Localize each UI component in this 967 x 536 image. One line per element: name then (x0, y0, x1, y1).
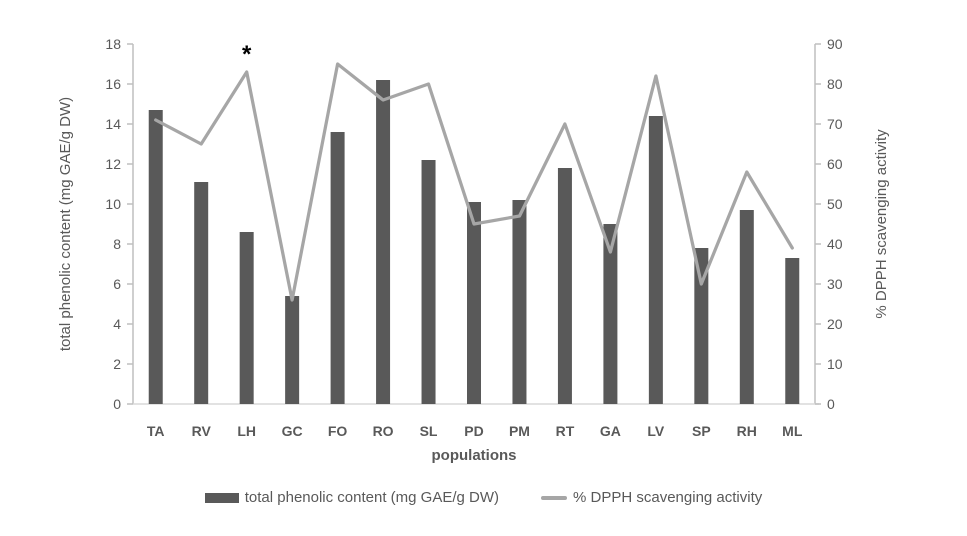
bar-SL (421, 160, 436, 404)
left-axis-title: total phenolic content (mg GAE/g DW) (57, 97, 74, 351)
bar-LH (239, 232, 254, 404)
left-tick-label: 18 (105, 36, 121, 52)
category-label-RV: RV (192, 423, 212, 439)
chart-legend: total phenolic content (mg GAE/g DW) % D… (0, 489, 967, 506)
asterisk-annotation: * (242, 41, 252, 68)
category-label-SP: SP (692, 423, 711, 439)
category-label-LV: LV (647, 423, 665, 439)
category-label-RO: RO (373, 423, 394, 439)
right-tick-label: 80 (827, 76, 843, 92)
left-tick-label: 4 (113, 316, 121, 332)
category-labels: TA RV LH GC FO RO SL PD PM RT GA LV SP RH ML (147, 423, 803, 439)
legend-label-dpph: % DPPH scavenging activity (573, 489, 763, 506)
right-axis-ticks: 0 10 20 30 40 50 60 70 80 90 (815, 36, 843, 412)
category-label-ML: ML (782, 423, 803, 439)
right-tick-label: 70 (827, 116, 843, 132)
category-label-PM: PM (509, 423, 530, 439)
bar-RV (194, 182, 209, 404)
right-tick-label: 0 (827, 396, 835, 412)
dpph-line (154, 62, 794, 302)
right-tick-label: 20 (827, 316, 843, 332)
category-label-SL: SL (420, 423, 438, 439)
category-label-GC: GC (282, 423, 303, 439)
right-axis-title: % DPPH scavenging activity (873, 129, 890, 319)
bar-PD (467, 202, 481, 404)
left-axis-ticks: 0 2 4 6 8 10 12 14 16 18 (105, 36, 133, 412)
right-tick-label: 40 (827, 236, 843, 252)
right-tick-label: 30 (827, 276, 843, 292)
right-tick-label: 60 (827, 156, 843, 172)
category-label-GA: GA (600, 423, 621, 439)
category-label-RH: RH (737, 423, 757, 439)
right-tick-label: 50 (827, 196, 843, 212)
left-tick-label: 6 (113, 276, 121, 292)
bar-GC (285, 296, 300, 404)
legend-label-phenolic: total phenolic content (mg GAE/g DW) (244, 489, 500, 506)
bar-RH (739, 210, 754, 404)
chart-canvas: 0 2 4 6 8 10 12 14 16 18 0 10 20 30 40 50 60 70 80 90 * TA RV L… (57, 36, 890, 439)
left-tick-label: 10 (105, 196, 121, 212)
left-tick-label: 8 (113, 236, 121, 252)
left-tick-label: 14 (105, 116, 121, 132)
line-swatch-icon (541, 495, 568, 500)
bar-TA (148, 110, 163, 404)
legend-item-dpph: % DPPH scavenging activity (541, 489, 762, 506)
category-label-TA: TA (147, 423, 165, 439)
x-axis-title: populations (431, 447, 517, 464)
bar-LV (648, 116, 663, 404)
left-tick-label: 12 (105, 156, 121, 172)
bar-FO (330, 132, 345, 404)
bar-PM (512, 200, 527, 404)
left-tick-label: 16 (105, 76, 121, 92)
bars-group (148, 80, 800, 404)
category-label-RT: RT (556, 423, 575, 439)
bar-GA (603, 224, 618, 404)
bar-SP (694, 248, 709, 404)
left-tick-label: 0 (113, 396, 121, 412)
right-tick-label: 90 (827, 36, 843, 52)
category-label-FO: FO (328, 423, 348, 439)
bar-ML (785, 258, 800, 404)
right-tick-label: 10 (827, 356, 843, 372)
bar-swatch-icon (204, 492, 239, 503)
category-label-LH: LH (237, 423, 256, 439)
legend-item-phenolic: total phenolic content (mg GAE/g DW) (204, 489, 500, 506)
category-label-PD: PD (464, 423, 483, 439)
bar-RO (376, 80, 391, 404)
bar-RT (557, 168, 572, 404)
left-tick-label: 2 (113, 356, 121, 372)
